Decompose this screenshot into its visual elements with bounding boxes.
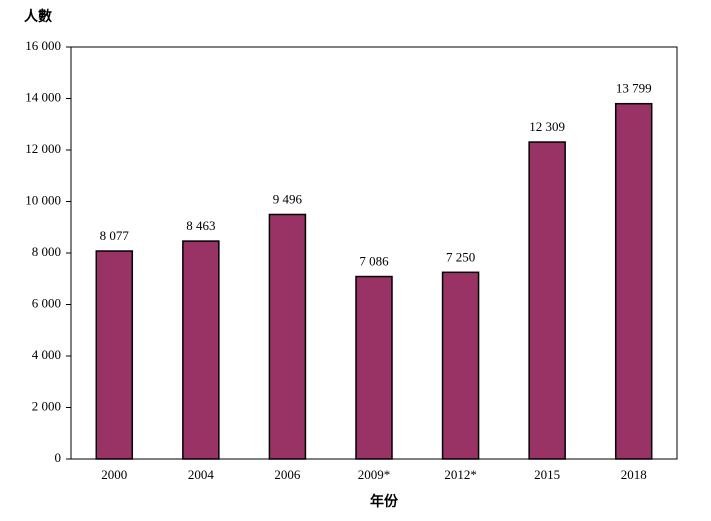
- value-label: 12 309: [529, 119, 565, 134]
- bar: [95, 250, 134, 460]
- x-tick-label: 2009*: [358, 467, 391, 482]
- bar: [268, 213, 307, 460]
- y-tick-label: 12 000: [25, 141, 61, 156]
- bar: [441, 271, 480, 460]
- value-label: 8 463: [186, 218, 215, 233]
- bar: [182, 240, 220, 460]
- bar: [614, 102, 653, 460]
- x-tick-label: 2012*: [444, 467, 477, 482]
- value-label: 9 496: [273, 191, 303, 206]
- y-tick-label: 10 000: [25, 192, 61, 207]
- bar: [528, 141, 566, 460]
- x-tick-label: 2018: [621, 467, 647, 482]
- value-label: 13 799: [616, 81, 652, 96]
- x-tick-label: 2006: [274, 467, 301, 482]
- y-axis-label: 人數: [24, 8, 52, 25]
- y-tick-label: 4 000: [32, 347, 61, 362]
- value-label: 7 250: [446, 249, 475, 264]
- y-tick-label: 14 000: [25, 89, 61, 104]
- value-label: 7 086: [359, 254, 389, 269]
- y-tick-label: 2 000: [32, 398, 61, 413]
- y-tick-label: 8 000: [32, 244, 61, 259]
- value-label: 8 077: [100, 228, 130, 243]
- x-tick-label: 2015: [534, 467, 560, 482]
- y-tick-label: 0: [55, 450, 62, 465]
- x-axis-label: 年份: [370, 493, 399, 510]
- bar: [355, 275, 393, 460]
- x-tick-label: 2000: [101, 467, 127, 482]
- x-tick-label: 2004: [188, 467, 215, 482]
- y-tick-label: 6 000: [32, 295, 61, 310]
- y-tick-label: 16 000: [25, 38, 61, 53]
